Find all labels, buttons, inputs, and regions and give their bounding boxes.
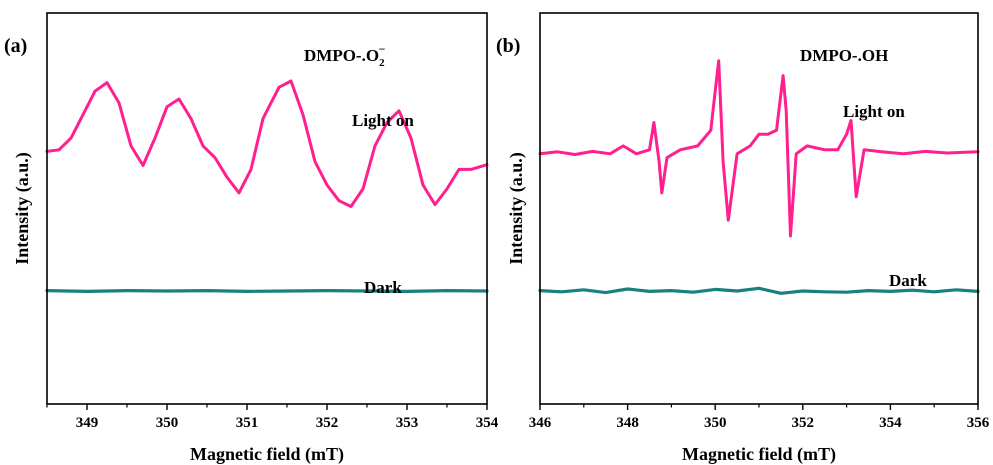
spin-adduct-annotation: DMPO-.OH	[800, 46, 888, 65]
x-tick-label: 346	[529, 415, 552, 431]
x-tick-label: 351	[236, 415, 259, 431]
plot-frame	[46, 12, 488, 405]
x-tick-label: 350	[704, 415, 727, 431]
series-line-light-on	[45, 79, 489, 208]
series-label-light-on: Light on	[843, 102, 905, 121]
plot-frame	[539, 12, 979, 405]
x-tick-label: 353	[396, 415, 419, 431]
spin-adduct-annotation: DMPO-.O2−	[304, 42, 386, 69]
series-line-dark	[538, 286, 980, 295]
panel-label: (b)	[496, 35, 520, 57]
series-label-dark: Dark	[364, 278, 402, 297]
y-axis-label: Intensity (a.u.)	[12, 152, 33, 265]
panel-a: 349 350 351 352 353 354 Magnetic field (mT) Int…	[4, 12, 499, 465]
x-axis-label: Magnetic field (mT)	[190, 444, 344, 465]
y-axis-label: Intensity (a.u.)	[506, 152, 527, 265]
annotation-main: DMPO-.O	[304, 46, 379, 65]
x-tick-label: 354	[476, 415, 499, 431]
panel-label: (a)	[4, 35, 27, 57]
annotation-subscript: 2	[379, 57, 385, 69]
x-tick-label: 356	[967, 415, 990, 431]
series-line-dark	[45, 289, 489, 293]
x-tick-label: 354	[879, 415, 902, 431]
annotation-main: DMPO-.OH	[800, 46, 888, 65]
x-tick-label: 349	[76, 415, 99, 431]
series-label-dark: Dark	[889, 271, 927, 290]
x-tick-label: 348	[616, 415, 639, 431]
x-axis-label: Magnetic field (mT)	[682, 444, 836, 465]
x-tick-label: 350	[156, 415, 179, 431]
panel-b: 346 348 350 352 354 356 Magnetic field (mT) Int…	[496, 12, 990, 465]
series-line-light-on	[538, 59, 980, 238]
x-tick-label: 352	[792, 415, 815, 431]
x-tick-label: 352	[316, 415, 339, 431]
series-label-light-on: Light on	[352, 111, 414, 130]
annotation-superscript: −	[379, 42, 386, 56]
